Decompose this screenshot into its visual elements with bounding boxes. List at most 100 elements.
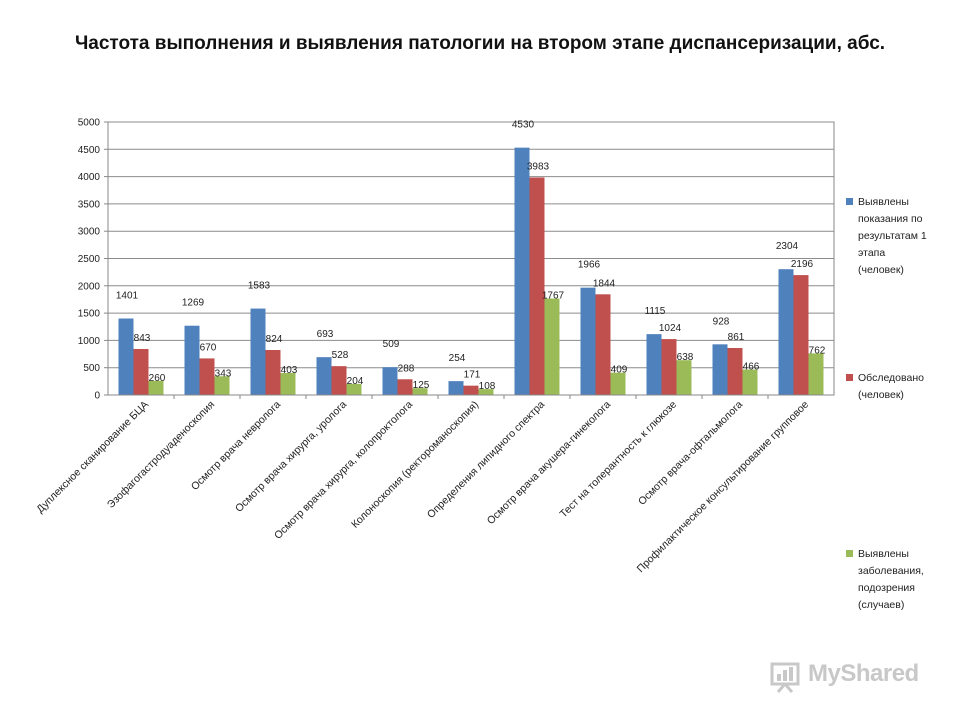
data-label: 824 — [266, 334, 283, 345]
data-label: 343 — [215, 368, 232, 379]
data-label: 4530 — [512, 120, 535, 131]
bar — [265, 350, 281, 395]
bar — [316, 357, 332, 395]
data-label: 638 — [677, 352, 694, 363]
data-label: 528 — [332, 350, 349, 361]
category-label: Осмотр врача хирурга, колопроктолога — [272, 399, 415, 542]
y-tick-label: 1500 — [78, 309, 101, 320]
x-axis-categories: Дуплексное сканирование БЦАЭзофагогастро… — [34, 394, 834, 575]
category-label: Осмотр врача акушера-гинеколога — [485, 399, 613, 527]
bar — [346, 383, 362, 395]
bar — [580, 287, 596, 395]
y-tick-label: 2500 — [78, 254, 101, 265]
data-label: 509 — [383, 339, 400, 350]
legend-label: Обследовано — [858, 372, 924, 384]
bar — [595, 294, 611, 395]
y-tick-label: 5000 — [78, 118, 101, 129]
bar — [448, 381, 464, 395]
bar — [544, 298, 560, 395]
legend-swatch — [846, 198, 853, 205]
bar — [463, 385, 479, 395]
chart-title: Частота выполнения и выявления патологии… — [74, 33, 886, 54]
data-label: 1767 — [542, 291, 565, 302]
bar — [250, 308, 266, 395]
data-label: 403 — [281, 365, 298, 376]
category-label: Осмотр врача-офтальмолога — [636, 399, 745, 508]
data-label: 1269 — [182, 298, 205, 309]
data-label: 125 — [413, 380, 430, 391]
data-label: 204 — [347, 376, 364, 387]
bar — [397, 379, 413, 395]
bar — [712, 344, 728, 395]
bar — [727, 347, 743, 395]
bar — [412, 388, 428, 395]
data-label: 1401 — [116, 291, 139, 302]
data-label: 1844 — [593, 278, 616, 289]
data-label: 1115 — [645, 306, 666, 317]
category-label: Дуплексное сканирование БЦА — [34, 399, 151, 516]
bar — [331, 366, 347, 395]
data-label: 409 — [611, 365, 628, 376]
y-tick-label: 2000 — [78, 281, 101, 292]
legend-label: Выявлены — [858, 196, 909, 208]
legend-label: показания по — [858, 213, 923, 225]
data-label: 466 — [743, 362, 760, 373]
data-label: 171 — [464, 370, 481, 381]
data-label: 670 — [200, 342, 217, 353]
data-label: 1966 — [578, 260, 601, 271]
bar — [478, 389, 494, 395]
legend: Выявлены показания по результатам 1 этапа (ч… — [846, 196, 927, 611]
data-label: 3983 — [527, 162, 550, 173]
category-label: Эзофагогастродуаденоскопия — [105, 399, 217, 511]
bar — [661, 339, 677, 395]
bars — [118, 147, 824, 395]
data-label: 2304 — [776, 241, 799, 252]
bar — [646, 334, 662, 395]
data-label: 693 — [317, 329, 334, 340]
data-label: 762 — [809, 345, 826, 356]
data-label: 861 — [728, 332, 745, 343]
watermark-text: MyShared — [808, 660, 919, 687]
data-label: 1583 — [248, 281, 271, 292]
legend-label: (человек) — [858, 389, 904, 401]
legend-label: Выявлены — [858, 548, 909, 560]
data-labels: 1401 843 260 1269 670 343 1583 824 403 693 528 204 5… — [116, 120, 826, 392]
y-tick-label: 4000 — [78, 172, 101, 183]
bar — [382, 367, 398, 395]
category-label: Осмотр врача хирурга, уролога — [233, 399, 349, 515]
category-label: Колоноскопия (ректороманоскопия) — [349, 399, 481, 531]
watermark: MyShared — [768, 656, 928, 696]
gridlines — [108, 121, 834, 369]
legend-label: заболевания, — [858, 565, 924, 577]
y-tick-label: 500 — [83, 363, 100, 374]
y-tick-label: 4500 — [78, 145, 101, 156]
bar — [610, 372, 626, 395]
legend-label: (человек) — [858, 264, 904, 276]
bar — [793, 275, 809, 395]
data-label: 108 — [479, 381, 496, 392]
bar — [199, 358, 215, 395]
presentation-board-icon — [770, 662, 800, 693]
y-tick-label: 3500 — [78, 199, 101, 210]
bar — [742, 369, 758, 395]
legend-swatch — [846, 374, 853, 381]
bar — [280, 372, 296, 395]
y-tick-label: 1000 — [78, 336, 101, 347]
data-label: 260 — [149, 373, 166, 384]
bar — [808, 353, 824, 395]
data-label: 2196 — [791, 259, 814, 270]
legend-swatch — [846, 550, 853, 557]
data-label: 254 — [449, 353, 466, 364]
data-label: 928 — [713, 316, 730, 327]
category-label: Тест на толерантность к глюкозе — [558, 399, 680, 521]
y-tick-label: 3000 — [78, 227, 101, 238]
bar — [133, 348, 149, 395]
legend-label: этапа — [858, 247, 885, 259]
bar — [676, 360, 692, 395]
bar — [148, 380, 164, 395]
bar — [514, 147, 530, 395]
y-tick-label: 0 — [94, 391, 100, 402]
legend-label: результатам 1 — [858, 230, 927, 242]
category-label: Определения липидного спектра — [425, 399, 547, 521]
legend-label: (случаев) — [858, 599, 904, 611]
